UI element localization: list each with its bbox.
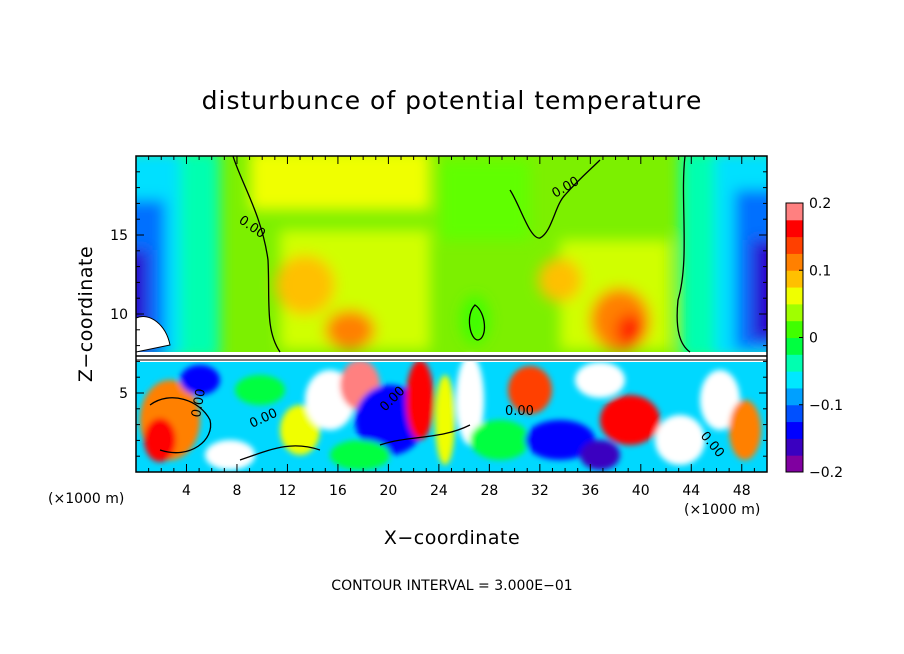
x-tick-label: 8 [232, 483, 241, 499]
colorbar-ticks: 0.2 0.1 0 −0.1 −0.2 [799, 196, 843, 481]
colorbar-swatch [786, 404, 803, 423]
colorbar-tick-label: 0.1 [809, 263, 831, 279]
colorbar-swatch [786, 421, 803, 439]
colorbar-swatch [786, 203, 803, 221]
contour-interval-note: CONTOUR INTERVAL = 3.000E−01 [331, 578, 573, 594]
y-axis-label: Z−coordinate [75, 245, 97, 383]
chart-title: disturbunce of potential temperature [201, 86, 703, 115]
x-tick-label: 36 [581, 483, 599, 499]
x-unit-label-left: (×1000 m) [48, 491, 125, 507]
colorbar-swatch [786, 270, 803, 288]
x-tick-label: 40 [632, 483, 650, 499]
contour-label: 0.00 [189, 388, 209, 419]
x-tick-label: 12 [279, 483, 297, 499]
contour-label: 0.00 [505, 404, 534, 419]
colorbar-swatch [786, 337, 803, 355]
colorbar-swatch [786, 219, 803, 238]
colorbar-tick-label: 0 [809, 331, 818, 347]
x-tick-label: 16 [329, 483, 347, 499]
y-tick-label: 10 [110, 307, 128, 323]
x-tick-label: 24 [430, 483, 448, 499]
contour-lines [149, 156, 691, 461]
x-unit-label-right: (×1000 m) [684, 502, 761, 518]
y-tick-label: 5 [119, 386, 128, 402]
colorbar-swatch [786, 236, 803, 254]
x-tick-label: 32 [531, 483, 549, 499]
colorbar-tick-label: 0.2 [809, 196, 831, 212]
colorbar-swatch [786, 253, 803, 271]
colorbar-swatch [786, 287, 803, 305]
colorbar-swatch [786, 354, 803, 372]
colorbar-swatch [786, 455, 803, 473]
x-axis-label: X−coordinate [383, 527, 521, 549]
colorbar-swatch [786, 320, 803, 338]
x-tick-label: 48 [733, 483, 751, 499]
x-axis: 4 8 12 16 20 24 28 32 36 40 44 48 [148, 156, 755, 499]
x-tick-label: 20 [379, 483, 397, 499]
colorbar-swatch [786, 371, 803, 389]
x-tick-label: 44 [682, 483, 700, 499]
x-tick-label: 28 [480, 483, 498, 499]
colorbar-swatch [786, 438, 803, 456]
colorbar-tick-label: −0.2 [809, 465, 843, 481]
colorbar-swatch [786, 303, 803, 322]
colorbar [785, 202, 804, 473]
heatmap-field [136, 156, 767, 472]
y-axis: 5 10 15 [110, 171, 767, 457]
x-tick-label: 4 [182, 483, 191, 499]
colorbar-tick-label: −0.1 [809, 398, 843, 414]
colorbar-swatch [786, 387, 803, 406]
y-tick-label: 15 [110, 228, 128, 244]
